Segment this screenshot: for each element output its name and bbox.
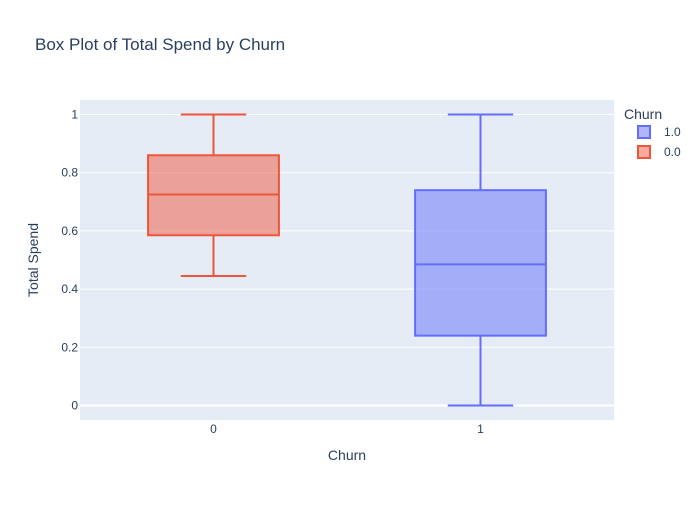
y-tick-label: 1	[71, 108, 78, 122]
x-tick-label: 0	[210, 422, 217, 436]
legend-label: 1.0	[664, 125, 681, 139]
box-trace-0.0[interactable]	[147, 113, 280, 277]
x-tick-label: 1	[477, 422, 484, 436]
box-traces	[147, 113, 547, 407]
y-tick-label: 0	[71, 398, 78, 412]
iqr-box	[414, 189, 547, 337]
legend-label: 0.0	[664, 145, 681, 159]
legend[interactable]: Churn 1.00.0	[624, 106, 681, 159]
x-axis-label: Churn	[328, 447, 366, 463]
y-tick-label: 0.2	[61, 340, 78, 354]
y-tick-label: 0.6	[61, 224, 78, 238]
legend-title: Churn	[624, 106, 662, 122]
y-tick-label: 0.4	[61, 282, 78, 296]
legend-item[interactable]: 0.0	[637, 145, 681, 159]
box-trace-1.0[interactable]	[414, 113, 547, 407]
legend-item[interactable]: 1.0	[637, 125, 681, 139]
chart-title: Box Plot of Total Spend by Churn	[35, 35, 285, 54]
y-tick-labels: 0 0.2 0.4 0.6 0.8 1	[61, 108, 78, 413]
legend-items: 1.00.0	[637, 125, 681, 159]
legend-swatch	[637, 145, 651, 159]
y-axis-label: Total Spend	[25, 223, 41, 297]
legend-swatch	[637, 125, 651, 139]
y-tick-label: 0.8	[61, 166, 78, 180]
